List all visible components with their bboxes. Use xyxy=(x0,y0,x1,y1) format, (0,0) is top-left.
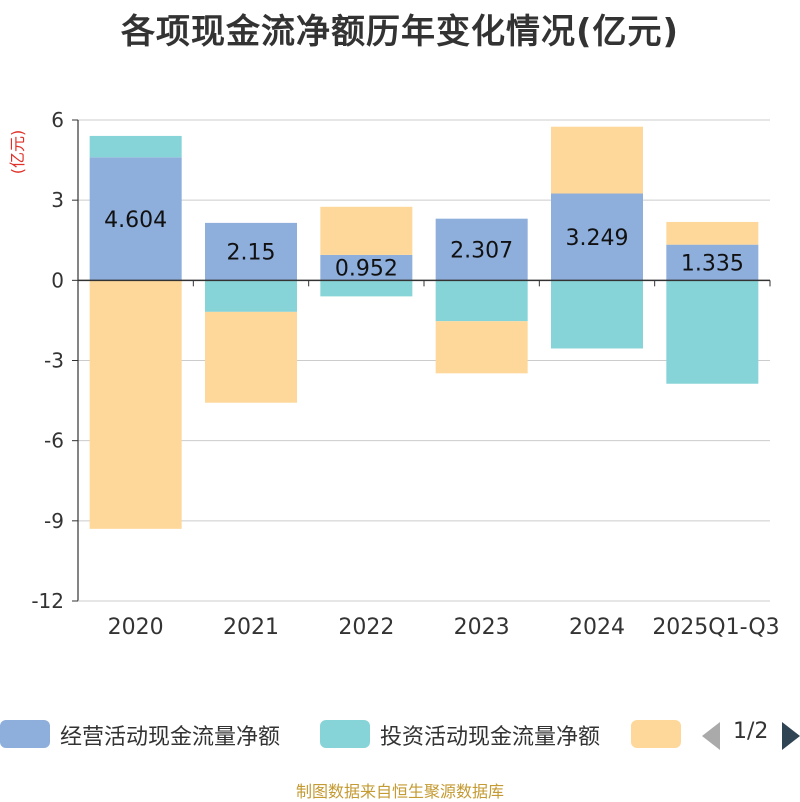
x-tick-label: 2025Q1-Q3 xyxy=(652,615,779,640)
y-tick-label: 6 xyxy=(51,108,64,132)
legend-swatch-operating xyxy=(0,720,50,748)
bar-segment-3-2023 xyxy=(435,321,528,374)
x-tick-label: 2024 xyxy=(569,615,625,640)
y-tick-label: -12 xyxy=(31,589,64,613)
cash-flow-chart: 6 3 0 -3 -6 -9 -12 4.604 2.15 0.952 2.307 3.249 1.33… xyxy=(31,108,779,640)
bar-segment-1-2020 xyxy=(89,157,182,281)
bar-segment-2-2023 xyxy=(435,280,528,322)
x-tick-label: 2022 xyxy=(338,615,394,640)
y-tick-label: -9 xyxy=(44,509,64,533)
bar-segment-3-2020 xyxy=(89,280,182,529)
data-label: 2.307 xyxy=(450,239,513,264)
x-tick-label: 2021 xyxy=(223,615,279,640)
x-tick-label: 2023 xyxy=(454,615,510,640)
bar-segment-2-2022 xyxy=(320,280,413,297)
bar-segment-1-2025Q1-Q3 xyxy=(666,244,759,281)
bar-segment-1-2023 xyxy=(435,218,528,281)
pager-prev-icon[interactable] xyxy=(702,722,720,750)
bar-segment-1-2021 xyxy=(205,222,297,281)
legend-page-indicator: 1/2 xyxy=(733,719,769,744)
legend-swatch-financing xyxy=(631,720,681,748)
y-tick-label: 3 xyxy=(51,188,64,212)
legend-swatch-investing xyxy=(320,720,370,748)
legend: 经营活动现金流量净额 投资活动现金流量净额 xyxy=(0,715,800,755)
data-label: 0.952 xyxy=(335,257,398,282)
bar-segment-2-2021 xyxy=(205,280,297,312)
source-footer: 制图数据来自恒生聚源数据库 xyxy=(295,782,504,801)
bar-segment-1-2022 xyxy=(320,254,413,281)
bar-segment-3-2024 xyxy=(551,126,643,194)
data-label: 4.604 xyxy=(104,208,167,233)
legend-pager xyxy=(702,722,800,750)
legend-label-investing: 投资活动现金流量净额 xyxy=(380,725,601,750)
x-tick-label: 2020 xyxy=(108,615,164,640)
legend-label-operating: 经营活动现金流量净额 xyxy=(60,725,281,750)
bar-segment-3-2025Q1-Q3 xyxy=(666,221,759,245)
bar-segment-2-2024 xyxy=(551,280,643,349)
bar-segment-3-2022 xyxy=(320,206,413,255)
y-tick-label: -6 xyxy=(44,429,64,453)
bar-segment-1-2024 xyxy=(551,193,643,281)
data-label: 3.249 xyxy=(566,226,629,251)
data-label: 1.335 xyxy=(681,251,744,276)
data-label: 2.15 xyxy=(227,241,276,266)
chart-title: 各项现金流净额历年变化情况(亿元) xyxy=(120,12,680,52)
bar-segment-3-2021 xyxy=(205,311,297,403)
y-tick-label: 0 xyxy=(51,268,64,292)
bar-segment-2-2020 xyxy=(89,135,182,158)
bar-segment-2-2025Q1-Q3 xyxy=(666,280,759,384)
pager-next-icon[interactable] xyxy=(782,722,800,750)
y-tick-label: -3 xyxy=(44,349,64,373)
